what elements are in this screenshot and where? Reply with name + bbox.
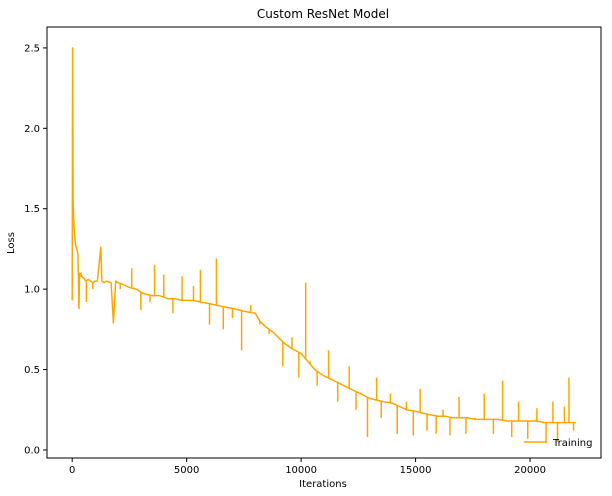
y-tick-label: 2.5 <box>24 43 40 54</box>
chart-title: Custom ResNet Model <box>257 7 389 21</box>
series-line-training <box>71 47 576 424</box>
x-tick-label: 15000 <box>400 465 432 476</box>
x-tick-label: 20000 <box>514 465 546 476</box>
x-axis-title: Iterations <box>299 479 347 490</box>
legend: Training <box>524 438 592 449</box>
series-layer <box>71 47 576 444</box>
plot-area <box>46 26 602 459</box>
y-tick-label: 0.5 <box>24 365 40 376</box>
legend-label-training: Training <box>552 438 592 449</box>
axes-frame <box>46 26 602 459</box>
x-tick-label: 10000 <box>285 465 317 476</box>
y-tick-label: 1.5 <box>24 204 40 215</box>
y-tick-label: 1.0 <box>24 285 40 296</box>
y-axis-title: Loss <box>6 232 17 254</box>
x-axis-ticks: 0 5000 10000 15000 20000 <box>69 458 546 476</box>
x-tick-label: 5000 <box>174 465 199 476</box>
y-tick-label: 0.0 <box>24 445 40 456</box>
y-axis-ticks: 0.0 0.5 1.0 1.5 2.0 2.5 <box>24 43 47 456</box>
x-tick-label: 0 <box>69 465 75 476</box>
y-tick-label: 2.0 <box>24 124 40 135</box>
